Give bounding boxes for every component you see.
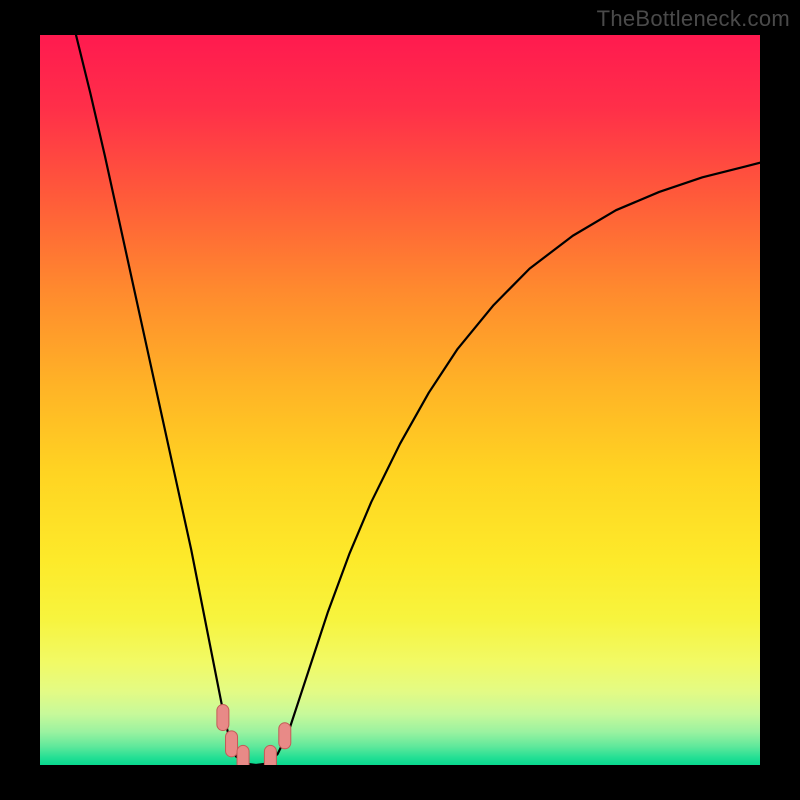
- curve-marker: [279, 723, 291, 749]
- curve-marker: [264, 745, 276, 765]
- curve-layer: [40, 35, 760, 765]
- watermark-text: TheBottleneck.com: [597, 6, 790, 32]
- curve-marker: [217, 705, 229, 731]
- bottleneck-curve: [76, 35, 760, 765]
- chart-container: TheBottleneck.com: [0, 0, 800, 800]
- curve-marker: [226, 731, 238, 757]
- plot-area: [40, 35, 760, 765]
- markers-group: [217, 705, 291, 765]
- curve-marker: [237, 745, 249, 765]
